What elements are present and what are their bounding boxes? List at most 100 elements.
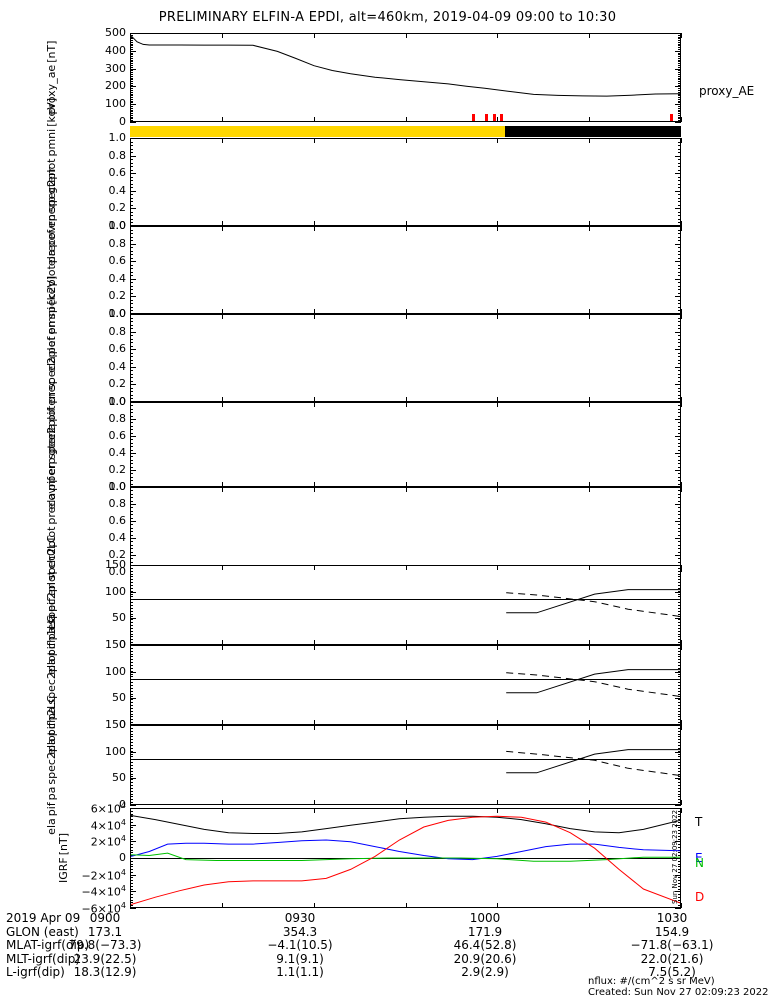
ela_pef_en_spec2plot_pmni-minor-r bbox=[678, 177, 681, 178]
ela_pif_en_spec2plot_pmni-minor-r bbox=[678, 367, 681, 368]
igrf-minor bbox=[130, 839, 133, 840]
ela_pef_en_spec2plot_pmni-minor bbox=[130, 159, 133, 160]
ela_pef_en_spec2plot_pmni-minor-r bbox=[678, 138, 681, 139]
series-layer bbox=[506, 589, 680, 617]
ela_pif_pa_spec2plot_ch1LC-minor-r bbox=[678, 694, 681, 695]
igrf-minor-r bbox=[678, 822, 681, 823]
proxy-ae-minor-tick-right bbox=[678, 79, 681, 80]
igrf-minor-r bbox=[678, 877, 681, 878]
ela_pif_en_spec2plot_pmni-xtick bbox=[406, 397, 407, 402]
ela_pef_en_spec2plot_pmni-minor-r bbox=[678, 191, 681, 192]
igrf-minor bbox=[130, 819, 133, 820]
ela_pif_en_spec2plot_precovrperp_gterr-xtick-top bbox=[406, 487, 407, 492]
igrf-minor-r bbox=[678, 825, 681, 826]
proxy-ae-minor-tick bbox=[130, 95, 133, 96]
ela_pef_en_spec2plot_pmni-minor-r bbox=[678, 149, 681, 150]
ela_pef_en_spec2plot_pmni-xtick-top bbox=[130, 138, 131, 143]
igrf-minor bbox=[130, 852, 133, 853]
ela_pef_en_spec2plot_precovrperp_gterr-xtick-top bbox=[314, 226, 315, 231]
ela_pif_en_spec2plot_precovrperp_gterr-axis-title-line: gterr bbox=[45, 428, 58, 456]
proxy-ae-minor-tick bbox=[130, 108, 133, 109]
ela_pif_en_spec2plot_prec-minor-r bbox=[678, 477, 681, 478]
ela_pif_en_spec2plot_precovrperp_gterr-minor bbox=[130, 528, 133, 529]
ela_pef_en_spec2plot_precovrperp_gterr-ytick-label: 0.6 bbox=[108, 254, 127, 268]
ela_pef_en_spec2plot_precovrperp_gterr-minor-r bbox=[678, 233, 681, 234]
proxy-ae-minor-tick-right bbox=[678, 86, 681, 87]
ela_pef_en_spec2plot_precovrperp_gterr-minor-r bbox=[678, 307, 681, 308]
ela_pif_en_spec2plot_precovrperp_gterr-ytick bbox=[130, 504, 136, 505]
ela_pif_en_spec2plot_precovrperp_gterr-minor-r bbox=[678, 504, 681, 505]
ela_pif_en_spec2plot_prec-minor bbox=[130, 467, 133, 468]
ela_pif_en_spec2plot_precovrperp_gterr-minor bbox=[130, 504, 133, 505]
ela_pif_pa_spec2plot_ch2LC-xtick bbox=[406, 800, 407, 805]
ela_pef_en_spec2plot_precovrperp_gterr-minor-r bbox=[678, 296, 681, 297]
ela_pif_pa_spec2plot_ch1LC-minor bbox=[130, 711, 133, 712]
proxy-ae-minor-tick bbox=[130, 51, 133, 52]
ela_pif_pa_spec2plot_ch1LC-xtick-top bbox=[589, 645, 590, 650]
ela_pif_pa_spec2plot_ch2LC-minor bbox=[130, 794, 133, 795]
ela_pef_en_spec2plot_precovrperp_gterr-ytick bbox=[130, 244, 136, 245]
igrf-xtick bbox=[681, 903, 682, 908]
ela_pef_en_spec2plot_pmni-minor bbox=[130, 180, 133, 181]
ela_pif_en_spec2plot_precovrperp_gterr-minor bbox=[130, 497, 133, 498]
proxy-ae-minor-tick-right bbox=[678, 33, 681, 34]
ela_pif_pa_spec2plot_ch2LC-minor-r bbox=[678, 794, 681, 795]
ela_pif_pa_spec2plot_ch1LC-xtick bbox=[497, 720, 498, 725]
igrf-ytick-label: 6×104 bbox=[90, 801, 126, 816]
proxy-ae-minor-tick-right bbox=[678, 81, 681, 82]
igrf-minor bbox=[130, 855, 133, 856]
ela_pif_pa_spec2plot_ch0LC-xtick bbox=[681, 640, 682, 645]
ela_pef_en_spec2plot_pmni-axis-title-line: [keV] bbox=[45, 97, 58, 127]
ela_pif_pa_spec2plot_ch1LC-minor-r bbox=[678, 671, 681, 672]
proxy-ae-minor-tick-right bbox=[678, 94, 681, 95]
igrf-minor bbox=[130, 850, 133, 851]
ela_pef_en_spec2plot_precovrperp_gterr-minor-r bbox=[678, 275, 681, 276]
ela_pif_en_spec2plot_prec-axis-title-line: prec bbox=[45, 379, 58, 404]
ela_pef_en_spec2plot_precovrperp_gterr-minor bbox=[130, 293, 133, 294]
ela_pef_en_spec2plot_pmni-minor-r bbox=[678, 142, 681, 143]
ela_pif_pa_spec2plot_ch1LC-minor bbox=[130, 645, 133, 646]
ela_pef_en_spec2plot_pmni-minor-r bbox=[678, 156, 681, 157]
ela_pif_en_spec2plot_pmni-ytick-label: 1.0 bbox=[108, 307, 127, 320]
series-layer bbox=[506, 749, 680, 776]
axis-time-label: 1030 bbox=[656, 911, 688, 925]
ela_pif_en_spec2plot_prec-xtick-top bbox=[681, 402, 682, 407]
ela_pif_pa_spec2plot_ch2LC-minor bbox=[130, 739, 133, 740]
proxy-ae-minor-tick-right bbox=[678, 97, 681, 98]
ela_pif_en_spec2plot_pmni-minor bbox=[130, 339, 133, 340]
ela_pef_en_spec2plot_precovrperp_gterr-ytick-label: 0.0 bbox=[108, 307, 127, 320]
ela_pif_en_spec2plot_precovrperp_gterr-minor bbox=[130, 548, 133, 549]
ela_pif_pa_spec2plot_ch2LC-minor-r bbox=[678, 736, 681, 737]
ela_pif_en_spec2plot_prec-minor-r bbox=[678, 443, 681, 444]
proxy-ae-minor-tick bbox=[130, 72, 133, 73]
ela_pif_pa_spec2plot_ch0LC-minor bbox=[130, 628, 133, 629]
ela_pef_en_spec2plot_pmni-minor bbox=[130, 152, 133, 153]
ela_pif_en_spec2plot_prec-minor-r bbox=[678, 422, 681, 423]
ela_pef_en_spec2plot_pmni-minor-r bbox=[678, 205, 681, 206]
proxy-ae-minor-tick bbox=[130, 102, 133, 103]
proxy-ae-minor-tick bbox=[130, 74, 133, 75]
proxy-ae-minor-tick bbox=[130, 120, 133, 121]
ela_pif_pa_spec2plot_ch2LC-minor-r bbox=[678, 785, 681, 786]
ela_pif_en_spec2plot_prec-ytick-label: 1.0 bbox=[108, 395, 127, 408]
ela_pef_en_spec2plot_precovrperp_gterr-minor bbox=[130, 286, 133, 287]
ela_pef_en_spec2plot_precovrperp_gterr-ytick-label: 0.4 bbox=[108, 271, 127, 285]
ela_pef_en_spec2plot_precovrperp_gterr-xtick bbox=[406, 309, 407, 314]
ela_pif_en_spec2plot_precovrperp_gterr-ytick bbox=[130, 538, 136, 539]
ela_pif_pa_spec2plot_ch0LC-minor bbox=[130, 579, 133, 580]
igrf-minor bbox=[130, 880, 133, 881]
ela_pef_en_spec2plot_precovrperp_gterr-minor-r bbox=[678, 300, 681, 301]
ela_pef_en_spec2plot_pmni-xtick-top bbox=[589, 138, 590, 143]
ela_pif_en_spec2plot_prec-minor-r bbox=[678, 456, 681, 457]
ela_pif_pa_spec2plot_ch0LC-minor-r bbox=[678, 631, 681, 632]
ela_pif_pa_spec2plot_ch0LC-minor bbox=[130, 571, 133, 572]
ela_pif_en_spec2plot_precovrperp_gterr-ytick bbox=[130, 521, 136, 522]
ela_pif_en_spec2plot_precovrperp_gterr-xtick-top bbox=[681, 487, 682, 492]
ela_pif_pa_spec2plot_ch1LC-minor-r bbox=[678, 691, 681, 692]
ela_pif_en_spec2plot_precovrperp_gterr-ytick-label: 0.2 bbox=[108, 548, 127, 561]
proxy-ae-xtick bbox=[222, 117, 223, 122]
ela_pef_en_spec2plot_pmni-minor-r bbox=[678, 212, 681, 213]
ela_pif_en_spec2plot_prec-xtick-top bbox=[497, 402, 498, 407]
axis-row-label: L-igrf(dip) bbox=[6, 965, 65, 979]
panel-ela_pif_pa_spec2plot_ch0LC bbox=[130, 565, 681, 645]
